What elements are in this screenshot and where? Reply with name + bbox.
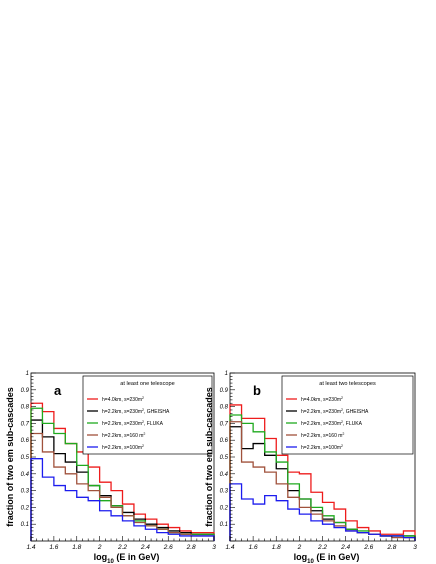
x-axis-title-rest: (E in GeV)	[314, 552, 360, 562]
legend-entry-sup: 2	[341, 408, 343, 412]
y-tick-label: 1	[225, 371, 228, 377]
y-tick-label: 0.4	[220, 472, 229, 478]
x-axis-title-log: log	[294, 552, 308, 562]
legend-entry-text: h=2.2km, s=100m	[301, 445, 341, 451]
legend-entry-sup: 2	[142, 408, 144, 412]
x-axis-title-sub: 10	[307, 559, 314, 564]
legend-entry-sup: 2	[142, 396, 144, 400]
y-tick-label: 0.3	[220, 489, 229, 495]
legend-entry-text: h=2.2km, s=160 m	[102, 433, 143, 439]
y-tick-label: 0.7	[220, 421, 229, 427]
x-axis-title-sub: 10	[107, 559, 114, 564]
chart-panel-b: 1.4 1.6 1.8 2 2.2 2.4 2.6 2.8 3 0.1 0.2 0.3 0.4 0.5 0.…	[204, 371, 417, 564]
legend-entry-text: h=4.0km, s=230m	[102, 397, 142, 403]
x-tick-label: 2.4	[340, 544, 350, 551]
series-line-5	[30, 458, 215, 541]
legend-entry-3: h=2.2km, s=230m2, FLUKA	[102, 420, 164, 427]
y-tick-label: 0.1	[220, 522, 228, 528]
series-line-1	[30, 402, 215, 541]
y-tick-label: 0.6	[21, 438, 30, 444]
y-axis-title: fraction of two em sub-cascades	[5, 387, 15, 527]
y-tick-label: 0.9	[21, 388, 30, 394]
legend-entry-4: h=2.2km, s=160 m2	[102, 432, 145, 439]
x-tick-label: 3	[212, 544, 216, 551]
y-tick-label: 0.5	[220, 455, 229, 461]
panel-label: b	[253, 383, 261, 398]
x-tick-label: 2.4	[140, 544, 150, 551]
y-axis-title: fraction of two em sub-cascades	[204, 387, 214, 527]
y-tick-label: 0.2	[21, 505, 30, 511]
legend-entry-suffix: , GHEISHA	[343, 409, 369, 415]
legend-box	[82, 375, 213, 455]
legend-entry-sup: 2	[341, 420, 343, 424]
y-tick-label: 0.8	[21, 405, 30, 411]
y-tick-label: 0.1	[21, 522, 29, 528]
legend-entry-5: h=2.2km, s=100m2	[102, 444, 144, 451]
legend-entry-3: h=2.2km, s=230m2, FLUKA	[301, 420, 363, 427]
x-tick-label: 2.6	[363, 544, 373, 551]
x-tick-label: 1.4	[26, 544, 35, 551]
legend-entry-text: h=4.0km, s=230m	[301, 397, 341, 403]
legend-entry-text: h=2.2km, s=160 m	[301, 433, 342, 439]
legend-title: at least one telescope	[120, 381, 174, 387]
x-tick-label: 2.2	[317, 544, 327, 551]
x-tick-label: 2	[297, 544, 302, 551]
y-tick-label: 0.2	[220, 505, 229, 511]
legend-box	[281, 375, 414, 455]
x-tick-label: 2	[97, 544, 102, 551]
legend-title: at least two telescopes	[319, 381, 376, 387]
x-tick-label: 3	[413, 544, 417, 551]
y-tick-label: 0.5	[21, 455, 30, 461]
x-tick-label: 1.4	[225, 544, 234, 551]
x-tick-label: 1.6	[249, 544, 258, 551]
x-tick-label: 2.2	[117, 544, 127, 551]
y-tick-label: 0.6	[220, 438, 229, 444]
legend-entry-1: h=4.0km, s=230m2	[102, 396, 144, 403]
legend-entry-text: h=2.2km, s=230m	[301, 421, 341, 427]
legend-entry-sup: 2	[341, 444, 343, 448]
y-tick-label: 0.3	[21, 489, 30, 495]
x-tick-label: 1.8	[272, 544, 281, 551]
legend-entry-sup: 2	[143, 432, 145, 436]
series-line-5	[229, 483, 416, 541]
legend-entry-suffix: , FLUKA	[144, 421, 164, 427]
y-tick-label: 0.7	[21, 421, 30, 427]
x-tick-label: 1.6	[49, 544, 58, 551]
x-axis-title-log: log	[94, 552, 108, 562]
legend-entry-2: h=2.2km, s=230m2, GHEISHA	[301, 408, 369, 415]
legend-entry-text: h=2.2km, s=230m	[102, 409, 142, 415]
chart-panel-a: 1.4 1.6 1.8 2 2.2 2.4 2.6 2.8 3 0.1 0.2 0.3 0.4 0.5 0.…	[5, 371, 216, 564]
legend-entry-text: h=2.2km, s=100m	[102, 445, 142, 451]
y-tick-label: 1	[26, 371, 29, 377]
x-tick-label: 1.8	[72, 544, 81, 551]
y-tick-label: 0.4	[21, 472, 30, 478]
legend-entry-text: h=2.2km, s=230m	[102, 421, 142, 427]
panel-label: a	[54, 383, 62, 398]
legend-entry-suffix: , GHEISHA	[144, 409, 170, 415]
legend-entry-sup: 2	[341, 396, 343, 400]
legend-entry-text: h=2.2km, s=230m	[301, 409, 341, 415]
legend-entry-5: h=2.2km, s=100m2	[301, 444, 343, 451]
legend-entry-4: h=2.2km, s=160 m2	[301, 432, 344, 439]
legend-entry-suffix: , FLUKA	[343, 421, 363, 427]
x-tick-label: 2.8	[386, 544, 396, 551]
x-axis-title: log10 (E in GeV)	[294, 552, 360, 564]
legend-entry-2: h=2.2km, s=230m2, GHEISHA	[102, 408, 170, 415]
y-tick-label: 0.9	[220, 388, 229, 394]
x-axis-title-rest: (E in GeV)	[114, 552, 160, 562]
x-tick-label: 2.8	[186, 544, 196, 551]
legend-entry-sup: 2	[142, 420, 144, 424]
x-axis-title: log10 (E in GeV)	[94, 552, 160, 564]
legend-entry-sup: 2	[342, 432, 344, 436]
legend-entry-sup: 2	[142, 444, 144, 448]
y-tick-label: 0.8	[220, 405, 229, 411]
x-tick-label: 2.6	[163, 544, 173, 551]
legend-entry-1: h=4.0km, s=230m2	[301, 396, 343, 403]
